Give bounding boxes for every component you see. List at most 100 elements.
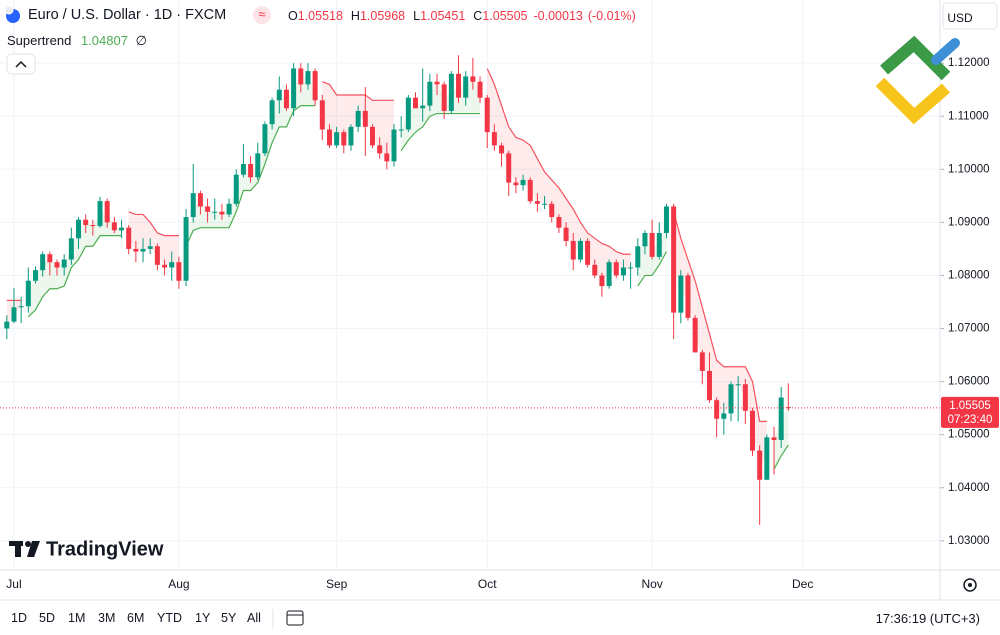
last-price-box xyxy=(941,396,999,428)
candle-body xyxy=(542,203,548,205)
candle-body xyxy=(83,219,89,226)
range-button[interactable]: 5D xyxy=(39,611,55,625)
candle-body xyxy=(32,270,38,281)
candle-body xyxy=(97,201,103,227)
supertrend-line xyxy=(400,112,481,152)
candle-body xyxy=(491,132,497,146)
candle-body xyxy=(219,211,225,215)
supertrend-line xyxy=(27,235,122,318)
candle-body xyxy=(212,211,218,213)
candle-body xyxy=(276,89,282,101)
supertrend-line xyxy=(637,251,667,287)
candle-body xyxy=(570,240,576,260)
candle-body xyxy=(649,232,655,257)
currency-button[interactable] xyxy=(942,2,998,30)
candle-body xyxy=(348,126,354,146)
brand-logo xyxy=(25,541,31,547)
y-tick-label: 1.05000 xyxy=(948,429,990,441)
candle-body xyxy=(405,97,411,130)
brand-name: TradingView xyxy=(46,538,164,560)
candle-body xyxy=(750,410,756,451)
candle-body xyxy=(592,264,598,276)
candle-body xyxy=(585,240,591,265)
watermark-logo xyxy=(931,38,960,65)
candle-body xyxy=(362,110,368,127)
trend-fill xyxy=(128,211,179,272)
candle-body xyxy=(463,76,469,98)
candle-body xyxy=(54,262,60,268)
range-button[interactable]: 1D xyxy=(11,611,27,625)
collapse-button[interactable] xyxy=(6,53,36,75)
candle-body xyxy=(742,384,748,411)
settings-icon[interactable] xyxy=(963,578,977,592)
candle-body xyxy=(563,227,569,241)
candle-body xyxy=(456,73,462,98)
candle-body xyxy=(735,384,741,386)
currency-label[interactable]: USD xyxy=(947,11,973,25)
candle-body xyxy=(692,317,698,353)
supertrend-line xyxy=(486,68,631,255)
range-button[interactable]: YTD xyxy=(157,611,182,625)
candle-body xyxy=(334,132,340,146)
candle-body xyxy=(434,81,440,85)
candle-body xyxy=(728,384,734,414)
candle-body xyxy=(305,71,311,85)
date-range-icon[interactable] xyxy=(286,610,304,626)
y-tick-label: 1.06000 xyxy=(948,376,990,388)
candle-body xyxy=(699,352,705,371)
ohlc-label: L xyxy=(413,9,421,23)
ohlc-value: 1.05968 xyxy=(359,9,406,23)
y-tick-label: 1.07000 xyxy=(948,323,990,335)
ohlc-label: C xyxy=(473,9,483,23)
candle-body xyxy=(262,124,268,154)
ohlc-label: H xyxy=(350,9,360,23)
candle-body xyxy=(441,84,447,111)
candle-body xyxy=(477,81,483,98)
countdown-label: 07:23:40 xyxy=(948,414,993,426)
candle-body xyxy=(18,306,24,308)
candle-body xyxy=(369,126,375,146)
candle-body xyxy=(771,437,777,440)
range-button[interactable]: 1M xyxy=(68,611,86,625)
candle-body xyxy=(197,193,203,207)
candle-body xyxy=(527,179,533,202)
candle-body xyxy=(642,232,648,247)
range-button[interactable]: All xyxy=(247,611,261,625)
candle-body xyxy=(25,280,31,307)
candle-body xyxy=(613,262,619,276)
candle-body xyxy=(11,307,17,322)
candle-body xyxy=(68,238,74,260)
symbol-flag xyxy=(4,5,14,15)
ohlc-value: 1.05518 xyxy=(297,9,343,23)
candle-body xyxy=(154,246,160,265)
x-tick-label: Nov xyxy=(641,577,662,591)
candle-body xyxy=(140,248,146,252)
ohlc-label: O xyxy=(288,9,298,23)
feed-badge xyxy=(253,6,271,24)
y-tick-label: 1.03000 xyxy=(948,535,990,547)
range-button[interactable]: 6M xyxy=(127,611,145,625)
candle-body xyxy=(377,145,383,154)
candle-body xyxy=(90,225,96,227)
candle-body xyxy=(420,105,426,109)
candle-body xyxy=(119,227,125,231)
candle-body xyxy=(499,145,505,154)
indicator-hidden-icon[interactable]: ∅ xyxy=(135,33,147,48)
candle-body xyxy=(628,267,634,269)
candle-body xyxy=(470,76,476,82)
candle-body xyxy=(635,246,641,268)
candle-body xyxy=(384,153,390,162)
range-button[interactable]: 1Y xyxy=(195,611,211,625)
candle-body xyxy=(312,71,318,101)
range-button[interactable]: 3M xyxy=(98,611,116,625)
range-button[interactable]: 5Y xyxy=(221,611,237,625)
collapse-icon xyxy=(15,60,27,68)
candle-body xyxy=(233,174,239,204)
candle-body xyxy=(341,132,347,146)
candle-body xyxy=(162,264,168,268)
candle-body xyxy=(76,219,82,239)
candle-body xyxy=(427,81,433,106)
candle-body xyxy=(506,153,512,183)
change-percent: (-0.01%) xyxy=(587,9,636,23)
